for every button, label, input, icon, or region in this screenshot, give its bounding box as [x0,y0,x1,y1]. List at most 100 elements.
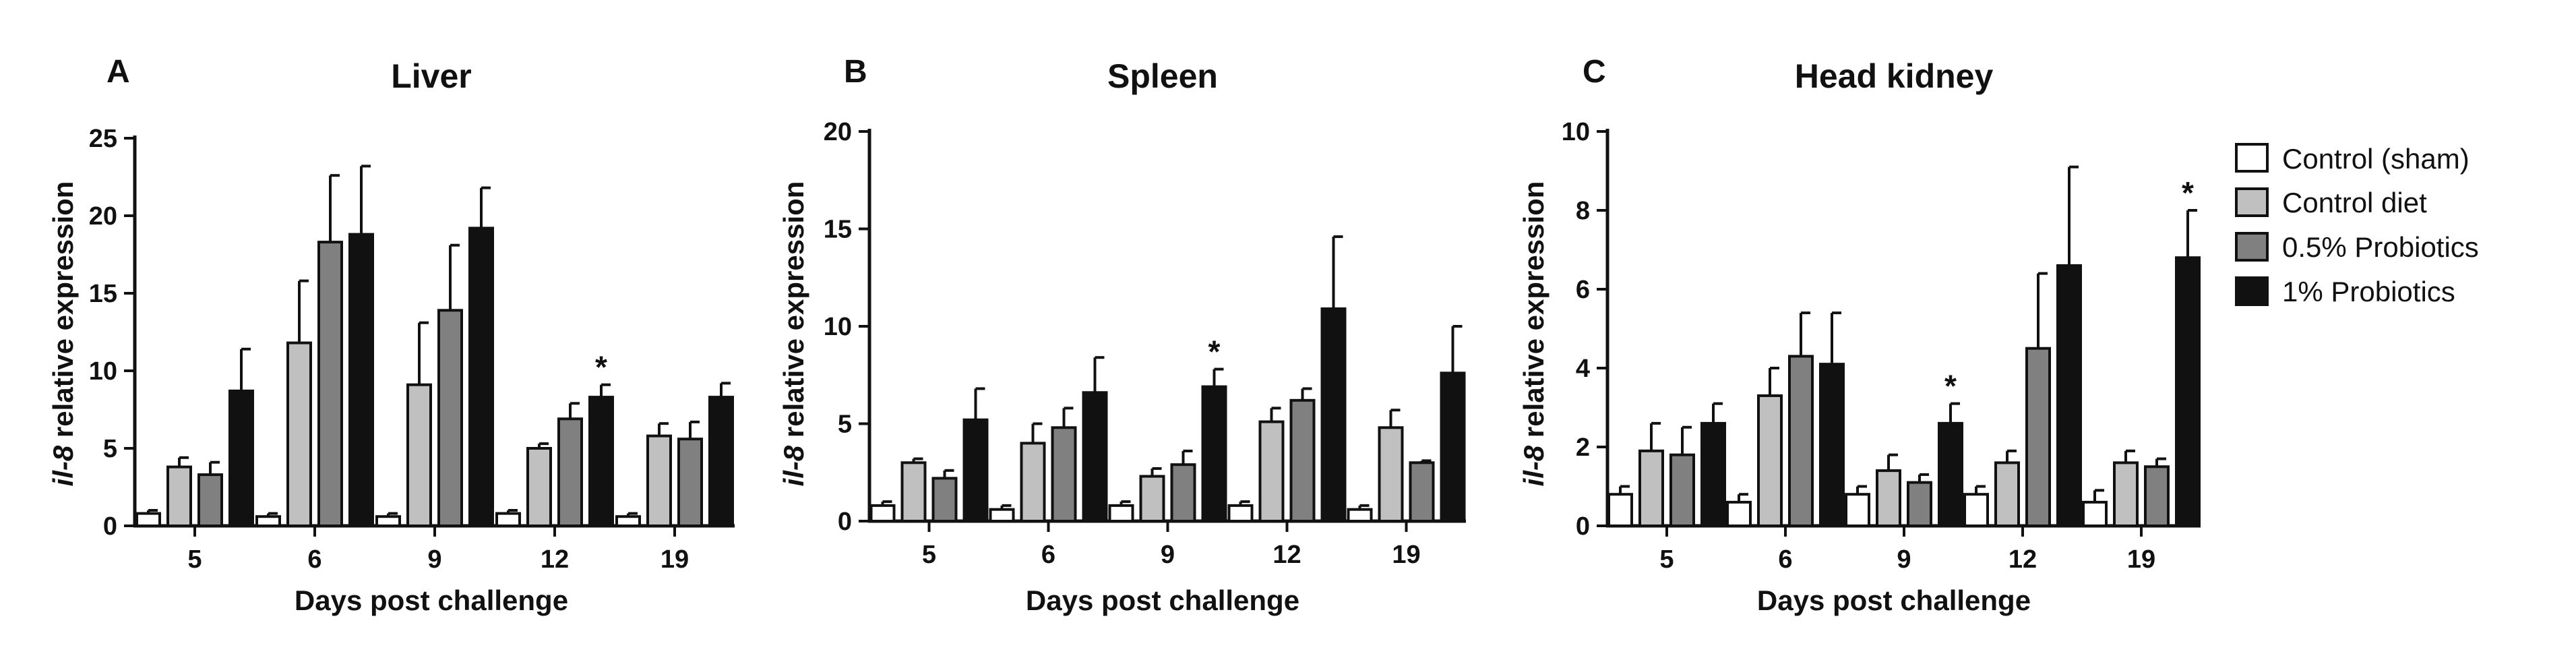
legend-label-control-sham: Control (sham) [2282,143,2470,175]
bar-a-day12-control-sham [495,512,521,527]
bar-a-day19-0-5pct-probiotics [677,438,703,528]
x-tick-label-c-5: 5 [1659,545,1674,574]
panel-c: C Head kidney il-8 relative expression 0… [1518,54,2201,616]
bar-b-day12-control-diet [1258,420,1285,522]
legend-item-control-sham: Control (sham) [2235,143,2470,175]
bar-a-day6-control-diet [286,341,312,527]
svg-text:il-8 relative expression: il-8 relative expression [1518,181,1550,487]
legend-item-control-diet: Control diet [2235,187,2427,218]
y-tick-label-a-25: 25 [89,125,117,153]
legend-item-one-percent-probiotics: 1% Probiotics [2235,276,2455,307]
bar-a-day6-control-sham [255,515,281,528]
y-tick-label-b-20: 20 [824,118,852,146]
y-tick-label-c-2: 2 [1576,433,1590,462]
bar-b-day5-control-diet [900,461,927,522]
bar-c-day6-control-sham [1726,500,1752,528]
legend-swatch-control-diet [2235,187,2269,217]
legend-swatch-half-percent-probiotics [2235,232,2269,262]
bar-a-day12-0-5pct-probiotics [557,417,583,527]
x-tick-label-b-9: 9 [1161,541,1175,569]
legend-swatch-control-sham [2235,143,2269,173]
panel-title-spleen: Spleen [1107,57,1218,95]
x-tick-label-a-19: 19 [661,545,689,574]
bar-c-day12-control-sham [1963,493,1989,528]
y-axis-label-c: il-8 relative expression [1518,181,1550,487]
bar-a-day5-control-diet [166,465,192,527]
bar-b-day6-1pct-probiotics [1082,391,1108,523]
x-tick-label-a-9: 9 [427,545,441,574]
x-tick-label-b-19: 19 [1392,541,1420,569]
plot-area-a: 0 5 10 15 20 25 5 6 9 12 19 * [89,125,735,574]
bar-b-day5-1pct-probiotics [962,418,989,522]
bar-c-day12-1pct-probiotics [2056,264,2082,527]
bar-b-day9-0-5pct-probiotics [1170,463,1196,522]
bar-a-day5-control-sham [135,512,161,527]
bar-b-day6-0-5pct-probiotics [1051,426,1077,523]
bar-b-day12-0-5pct-probiotics [1289,398,1316,522]
legend-label-half-percent-probiotics: 0.5% Probiotics [2282,231,2479,263]
bar-a-day19-control-sham [615,515,641,528]
bar-a-day9-control-sham [375,515,401,528]
plot-area-b: 0 5 10 15 20 5 6 9 12 19 * [824,118,1466,569]
y-tick-label-a-15: 15 [89,280,117,308]
bar-a-day12-1pct-probiotics [588,396,614,527]
legend-swatch-one-percent-probiotics [2235,276,2269,306]
y-tick-label-c-6: 6 [1576,276,1590,304]
x-axis-label-c: Days post challenge [1757,584,2031,616]
bar-c-day6-1pct-probiotics [1819,363,1845,528]
y-tick-label-a-10: 10 [89,357,117,386]
y-tick-label-a-0: 0 [103,512,117,541]
bar-b-day9-1pct-probiotics [1201,385,1227,523]
bar-c-day5-1pct-probiotics [1700,421,1726,528]
y-axis-label-b: il-8 relative expression [778,181,809,487]
bar-a-day6-1pct-probiotics [348,233,374,527]
bar-b-day19-1pct-probiotics [1440,371,1466,522]
y-tick-label-c-8: 8 [1576,197,1590,225]
y-axis-label-a: il-8 relative expression [47,181,79,487]
bar-a-day5-0-5pct-probiotics [197,473,223,527]
y-tick-label-c-4: 4 [1576,355,1590,383]
bar-a-day9-control-diet [406,383,432,528]
x-tick-label-c-9: 9 [1897,545,1911,574]
significance-star-c-day19: * [2182,175,2194,210]
panel-letter-b: B [844,54,867,90]
panel-a: A Liver il-8 relative expression 0 5 10 15 2… [47,54,735,616]
x-tick-label-a-5: 5 [187,545,202,574]
significance-star-b-day9: * [1208,334,1221,369]
y-axis-label-c-rest: relative expression [1518,181,1550,446]
bar-b-day9-control-diet [1139,475,1165,523]
bar-c-day19-control-diet [2113,461,2139,528]
panel-b: B Spleen il-8 relative expression 0 5 10 15… [778,54,1466,616]
bar-b-day9-control-sham [1108,504,1134,523]
x-tick-label-b-6: 6 [1041,541,1055,569]
bar-c-day6-0-5pct-probiotics [1788,355,1814,528]
bar-c-day5-0-5pct-probiotics [1669,453,1695,528]
bar-a-day9-1pct-probiotics [468,227,494,527]
bar-c-day19-control-sham [2082,500,2108,528]
y-axis-label-b-rest: relative expression [778,181,809,446]
svg-text:il-8 relative expression: il-8 relative expression [47,181,79,487]
bar-c-day19-1pct-probiotics [2175,256,2201,527]
bar-b-day12-control-sham [1227,504,1254,523]
legend-label-one-percent-probiotics: 1% Probiotics [2282,276,2455,307]
bar-a-day19-1pct-probiotics [708,396,734,527]
y-axis-label-c-italic: il-8 [1518,445,1550,486]
y-tick-label-b-5: 5 [838,411,852,439]
x-tick-label-c-12: 12 [2008,545,2037,574]
y-tick-label-b-10: 10 [824,313,852,341]
bar-c-day6-control-diet [1757,394,1783,528]
significance-star-a-day12: * [595,350,607,385]
bar-b-day6-control-sham [989,508,1015,522]
x-axis-label-b: Days post challenge [1026,584,1299,616]
x-tick-label-b-12: 12 [1272,541,1301,569]
bar-b-day19-0-5pct-probiotics [1409,461,1435,522]
bar-b-day5-0-5pct-probiotics [931,477,958,522]
bar-b-day6-control-diet [1020,442,1046,523]
bar-a-day5-1pct-probiotics [228,389,254,528]
bar-c-day5-control-diet [1638,449,1664,527]
svg-text:il-8 relative expression: il-8 relative expression [778,181,809,487]
y-tick-label-c-10: 10 [1562,118,1590,146]
y-axis-label-a-italic: il-8 [47,445,79,486]
x-tick-label-a-6: 6 [307,545,321,574]
y-axis-label-b-italic: il-8 [778,445,809,486]
